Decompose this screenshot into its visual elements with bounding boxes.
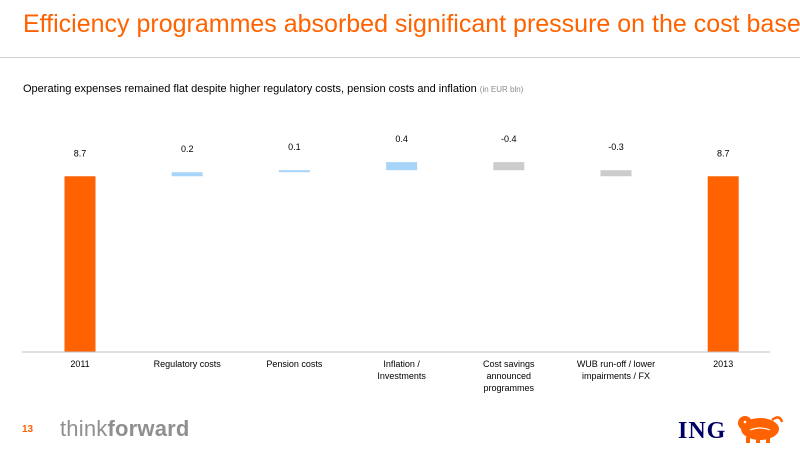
brand-tagline-part2: forward [107, 416, 190, 441]
category-label-line: Pension costs [266, 359, 323, 369]
category-label-line: announced [487, 371, 532, 381]
category-label-line: 2011 [70, 359, 89, 369]
data-label-2013: 8.7 [717, 148, 730, 158]
data-label-regulatory-costs: 0.2 [181, 144, 194, 154]
bar-cost-savings-announced-programmes [493, 162, 525, 171]
bar-pension-costs [278, 170, 310, 173]
category-label-2011: 2011 [70, 359, 89, 369]
data-label-2011: 8.7 [74, 148, 87, 158]
category-label-pension-costs: Pension costs [266, 359, 323, 369]
chart-subtitle: Operating expenses remained flat despite… [23, 83, 523, 95]
category-label-2013: 2013 [713, 359, 733, 369]
category-label-line: Regulatory costs [154, 359, 222, 369]
subtitle-text: Operating expenses remained flat despite… [23, 83, 477, 95]
unit-note: (in EUR bln) [479, 85, 524, 94]
page-number: 13 [22, 424, 34, 435]
category-label-cost-savings-announced-programmes: Cost savings announced programmes [483, 359, 535, 393]
slide-title: Efficiency programmes absorbed significa… [23, 10, 800, 38]
bar-regulatory-costs [171, 172, 203, 177]
category-label-line: Cost savings [483, 359, 535, 369]
logo-text: ING [678, 418, 727, 444]
bar-2011 [64, 176, 96, 352]
lion-icon [738, 416, 784, 443]
bar-wub-run-off-lower-impairments-fx [600, 170, 632, 177]
category-label-line: 2013 [713, 359, 733, 369]
category-label-wub-run-off-lower-impairments-fx: WUB run-off / lower impairments / FX [577, 359, 655, 381]
data-label-wub-run-off-lower-impairments-fx: -0.3 [608, 142, 624, 152]
category-label-line: impairments / FX [582, 371, 650, 381]
bar-inflation-investments [386, 162, 418, 171]
category-label-line: programmes [484, 383, 535, 393]
category-label-regulatory-costs: Regulatory costs [154, 359, 222, 369]
brand-tagline-part1: think [60, 416, 108, 441]
waterfall-chart: 8.7 2011 0.2 Regulatory costs 0.1 Pension cos… [22, 134, 770, 393]
bar-2013 [707, 176, 739, 352]
category-label-line: Investments [377, 371, 426, 381]
category-label-line: Inflation / [383, 359, 420, 369]
title-divider [0, 57, 800, 58]
brand-tagline: thinkforward [60, 416, 190, 442]
category-label-line: WUB run-off / lower [577, 359, 655, 369]
ing-logo: ING [678, 410, 788, 444]
data-label-inflation-investments: 0.4 [395, 134, 408, 144]
data-label-pension-costs: 0.1 [288, 142, 301, 152]
category-label-inflation-investments: Inflation / Investments [377, 359, 426, 381]
data-label-cost-savings-announced-programmes: -0.4 [501, 134, 517, 144]
